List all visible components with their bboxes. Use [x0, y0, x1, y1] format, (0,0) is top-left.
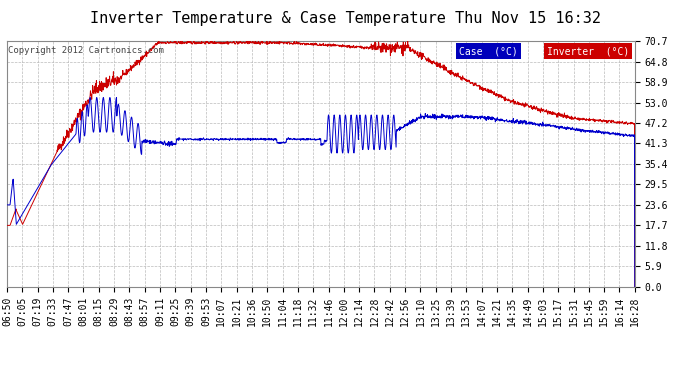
Text: Inverter  (°C): Inverter (°C): [547, 46, 629, 56]
Text: Inverter Temperature & Case Temperature Thu Nov 15 16:32: Inverter Temperature & Case Temperature …: [90, 11, 600, 26]
Text: Case  (°C): Case (°C): [459, 46, 518, 56]
Text: Copyright 2012 Cartronics.com: Copyright 2012 Cartronics.com: [8, 46, 164, 55]
